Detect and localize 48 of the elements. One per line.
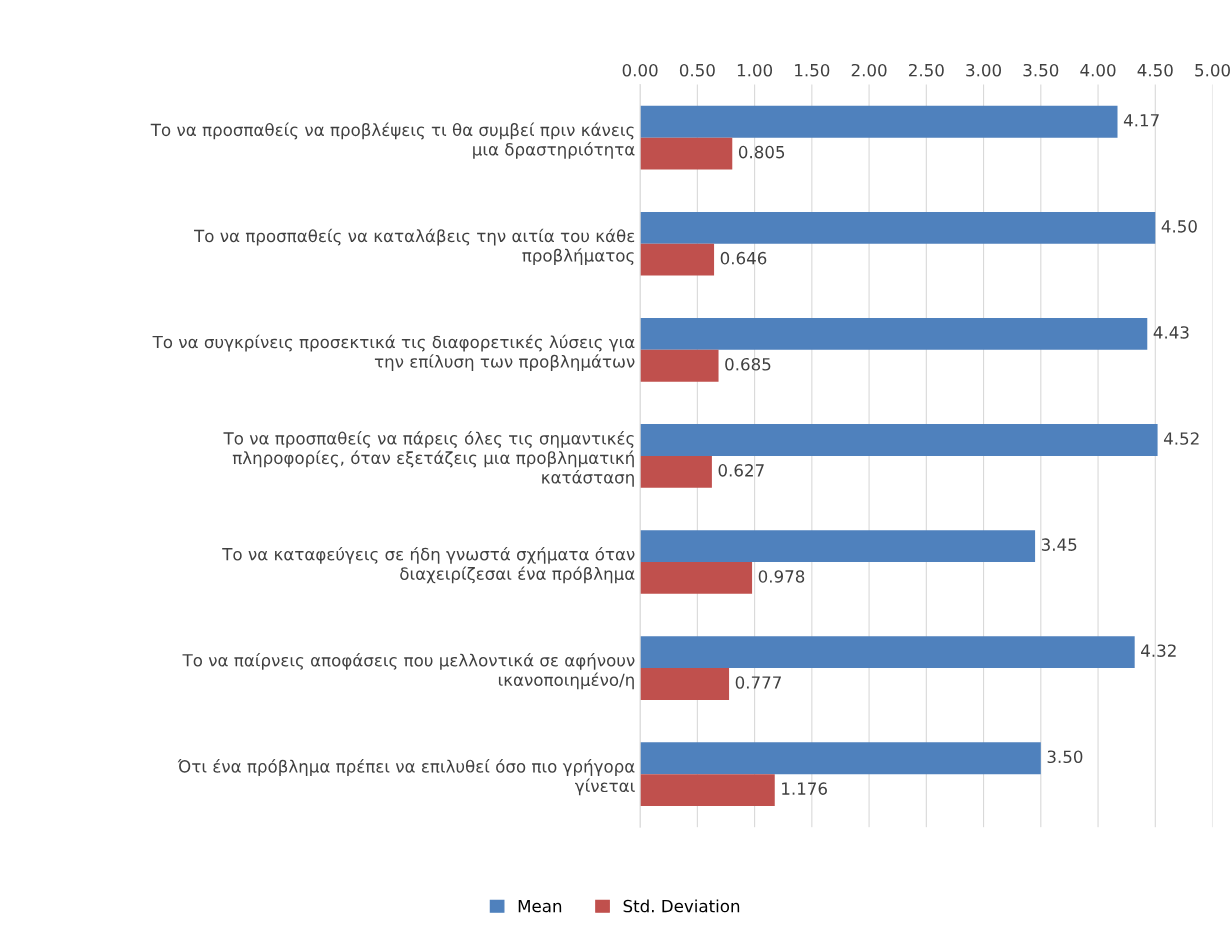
x-tick-label: 1.00 [737,63,773,77]
y-tick-label: Ότι ένα πρόβλημα πρέπει να επιλυθεί όσο πιο γρήγορα γίνεται [177,759,635,796]
bar [640,317,1148,350]
y-tick-label: Το να προσπαθείς να προβλέψεις τι θα συμβεί πριν κάνεις μια δραστηριότητα [150,122,635,159]
bar [640,561,753,594]
data-label: 0.777 [735,676,781,689]
bar [640,349,719,382]
bar [640,636,1135,669]
data-label: 1.176 [782,782,827,795]
y-tick-label: Το να προσπαθείς να καταλάβεις την αιτία του κάθε προβλήματος [194,228,635,265]
y-tick-label: Το να συγκρίνεις προσεκτικά τις διαφορετικές λύσεις για την επίλυση των προβλημάτων [152,334,635,372]
data-label: 0.685 [725,357,771,371]
data-label: 4.52 [1163,432,1199,445]
data-label: 3.45 [1041,538,1077,551]
x-tick-label: 2.50 [908,63,944,77]
data-label: 4.50 [1161,220,1197,233]
x-tick-label: 0.00 [622,63,658,77]
bar [640,455,712,488]
data-label: 0.805 [738,145,785,159]
bar [640,243,715,276]
bar [640,668,730,700]
data-label: 0.978 [758,570,805,583]
x-tick-label: 1.50 [795,63,830,77]
legend-label: Mean [518,899,562,913]
x-tick-label: 2.00 [851,63,887,77]
x-tick-label: 0.50 [679,63,715,77]
data-label: 0.627 [718,464,764,477]
data-label: 4.43 [1153,326,1189,339]
x-tick-label: 4.50 [1137,63,1173,77]
bar [640,530,1036,562]
bar [640,211,1156,244]
y-tick-label: Το να παίρνεις αποφάσεις που μελλοντικά σε αφήνουν ικανοποιημένο/η [182,652,635,690]
data-label: 3.50 [1047,750,1083,764]
bar [640,742,1041,775]
legend-label: Std. Deviation [623,899,740,913]
bar [640,774,775,806]
data-label: 4.17 [1123,114,1159,127]
x-tick-label: 4.00 [1080,63,1116,77]
bar [640,105,1118,138]
x-tick-label: 3.50 [1023,63,1059,77]
x-tick-label: 5.00 [1195,63,1230,77]
x-tick-label: 3.00 [966,63,1002,77]
y-tick-label: Το να καταφεύγεις σε ήδη γνωστά σχήματα όταν διαχειρίζεσαι ένα πρόβλημα [222,546,635,584]
bar [640,137,733,170]
y-tick-label: Το να προσπαθείς να πάρεις όλες τις σημαντικές πληροφορίες, όταν εξετάζεις μια προβληματική κατάσταση [223,431,634,487]
bar [640,424,1158,456]
data-label: 4.32 [1141,644,1176,657]
data-label: 0.646 [720,251,767,265]
